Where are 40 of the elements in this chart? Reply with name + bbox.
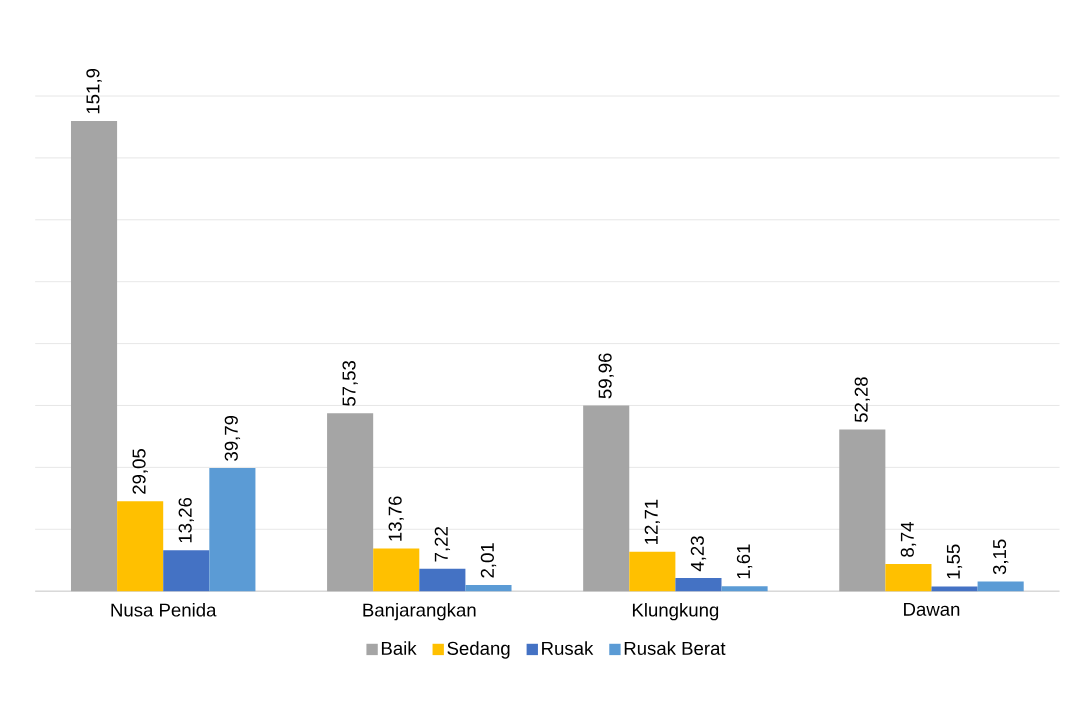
- data-label: 13,76: [388, 496, 404, 541]
- x-tick-label: Banjarangkan: [363, 602, 476, 621]
- bar: [885, 564, 932, 592]
- bar: [209, 468, 256, 592]
- data-label: 4,23: [690, 536, 707, 572]
- bar: [70, 121, 118, 592]
- bar: [629, 551, 676, 592]
- bar: [675, 578, 722, 592]
- data-label: 57,53: [342, 360, 358, 406]
- legend-label: Rusak: [542, 641, 594, 655]
- data-label: 1,61: [736, 544, 753, 579]
- bar: [977, 581, 1024, 592]
- bar: [583, 405, 630, 592]
- x-tick-label: Dawan: [904, 602, 960, 616]
- bar: [839, 429, 886, 592]
- data-label: 52,28: [854, 377, 870, 423]
- data-label: 1,55: [946, 544, 963, 579]
- bar: [721, 586, 768, 592]
- data-label: 39,79: [224, 415, 241, 461]
- data-label: 8,74: [900, 521, 917, 557]
- x-tick-label: Klungkung: [632, 602, 719, 621]
- bar: [373, 548, 420, 592]
- data-label: 7,22: [434, 527, 451, 562]
- legend-label: Rusak Berat: [624, 641, 726, 655]
- bar: [465, 584, 512, 592]
- data-label: 13,26: [178, 497, 194, 543]
- data-label: 151,9: [86, 68, 102, 114]
- bar: [419, 568, 466, 592]
- data-label: 2,01: [480, 543, 497, 578]
- data-label: 12,71: [644, 499, 661, 544]
- data-label: 29,05: [132, 449, 148, 494]
- data-label: 59,96: [598, 353, 614, 399]
- legend-label: Baik: [381, 641, 417, 655]
- data-label: 3,15: [992, 539, 1009, 575]
- bar: [327, 413, 374, 592]
- bar: [931, 586, 978, 592]
- legend-label: Sedang: [447, 641, 510, 659]
- bar: [163, 550, 210, 592]
- x-tick-label: Nusa Penida: [111, 602, 217, 617]
- bar: [117, 501, 164, 592]
